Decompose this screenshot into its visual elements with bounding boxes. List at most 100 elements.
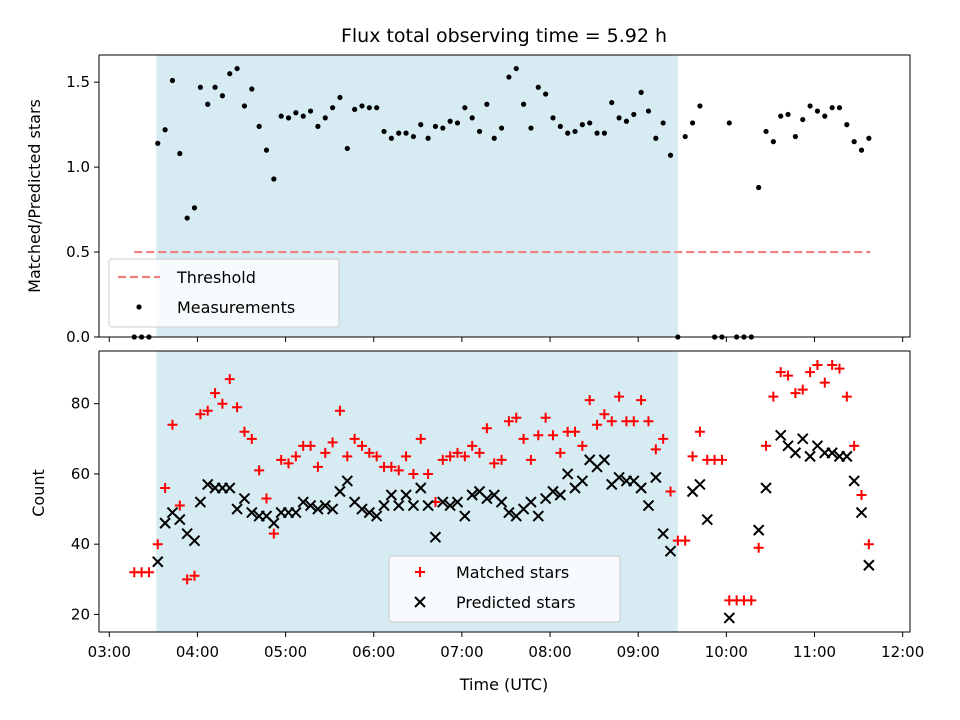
data-point — [334, 485, 346, 498]
data-point — [364, 447, 375, 458]
data-point — [188, 534, 201, 547]
data-point — [592, 419, 603, 430]
data-point — [352, 106, 358, 112]
bottom-panel: 20 40 60 80 03:00 04:00 05:00 06:00 07:00 08:00 09… — [71, 350, 924, 661]
data-point — [403, 130, 409, 136]
data-point — [518, 433, 529, 444]
data-point — [576, 475, 589, 487]
data-point — [271, 176, 277, 182]
data-point — [349, 433, 360, 444]
data-point — [227, 71, 233, 77]
data-point — [800, 116, 806, 123]
data-point — [628, 416, 639, 427]
data-point — [761, 440, 772, 451]
y-tick-label: 20 — [71, 605, 90, 623]
data-point — [645, 108, 652, 114]
data-point — [342, 451, 353, 462]
data-point — [386, 461, 397, 472]
data-point — [231, 503, 243, 515]
data-point — [312, 461, 323, 472]
data-point — [665, 486, 676, 497]
x-tick-label: 07:00 — [440, 643, 483, 661]
data-point — [422, 499, 434, 512]
data-point — [726, 120, 732, 126]
data-point — [498, 125, 505, 131]
data-point — [689, 120, 696, 126]
data-point — [415, 433, 426, 444]
data-point — [525, 454, 536, 465]
data-point — [797, 384, 808, 395]
legend-box — [388, 555, 621, 623]
data-point — [535, 84, 541, 90]
data-point — [855, 506, 868, 519]
data-point — [481, 492, 493, 505]
data-point — [263, 147, 270, 153]
data-point — [162, 127, 168, 133]
data-point — [459, 510, 471, 522]
data-point — [155, 140, 161, 146]
y-tick-label: 40 — [71, 535, 90, 553]
data-point — [636, 395, 647, 406]
y-tick-label: 80 — [71, 395, 90, 413]
data-point — [476, 128, 483, 135]
data-point — [319, 499, 331, 512]
data-point — [601, 130, 608, 136]
series-matched-stars — [129, 360, 874, 606]
data-point — [300, 113, 306, 119]
data-point — [326, 503, 339, 515]
data-point — [177, 150, 183, 157]
data-point — [829, 105, 835, 111]
data-point — [290, 506, 302, 519]
data-point — [792, 133, 799, 140]
data-point — [143, 567, 154, 578]
data-point — [827, 360, 838, 371]
data-point — [283, 458, 294, 469]
data-point — [807, 103, 813, 109]
x-tick-label: 06:00 — [352, 643, 395, 661]
data-point — [197, 84, 203, 90]
top-panel: 0.0 0.5 1.0 1.5 Threshold Measurements — [66, 54, 911, 346]
data-point — [423, 468, 434, 479]
data-point — [174, 513, 186, 526]
data-point — [337, 94, 343, 101]
data-point — [249, 86, 255, 92]
data-point — [219, 93, 226, 99]
data-point — [393, 499, 405, 512]
data-point — [304, 499, 317, 512]
data-point — [849, 440, 860, 451]
data-point — [587, 120, 593, 126]
legend-matched-swatch — [415, 567, 425, 577]
data-point — [189, 570, 200, 581]
data-point — [401, 451, 412, 462]
data-point — [371, 451, 382, 462]
data-point — [232, 402, 243, 413]
data-point — [297, 496, 309, 508]
data-point — [657, 527, 669, 540]
data-point — [202, 405, 213, 416]
data-point — [278, 113, 284, 119]
data-point — [789, 447, 802, 459]
data-point — [246, 506, 258, 519]
data-point — [407, 499, 420, 512]
data-point — [495, 496, 508, 508]
data-point — [667, 152, 674, 158]
data-point — [224, 482, 236, 494]
data-point — [753, 542, 764, 553]
x-axis-label: Time (UTC) — [459, 675, 548, 694]
legend-top: Threshold Measurements — [108, 258, 340, 328]
data-point — [848, 475, 860, 487]
data-point — [366, 105, 372, 111]
y-tick-label: 0.5 — [66, 243, 90, 261]
data-point — [623, 118, 630, 124]
data-point — [437, 496, 449, 508]
data-point — [783, 370, 794, 381]
data-point — [410, 133, 417, 140]
data-point — [746, 595, 757, 606]
data-point — [844, 122, 850, 128]
x-tick-label: 03:00 — [88, 643, 131, 661]
x-tick-label: 08:00 — [528, 643, 571, 661]
data-point — [616, 115, 622, 121]
data-point — [513, 65, 519, 72]
x-tick-label: 04:00 — [176, 643, 219, 661]
